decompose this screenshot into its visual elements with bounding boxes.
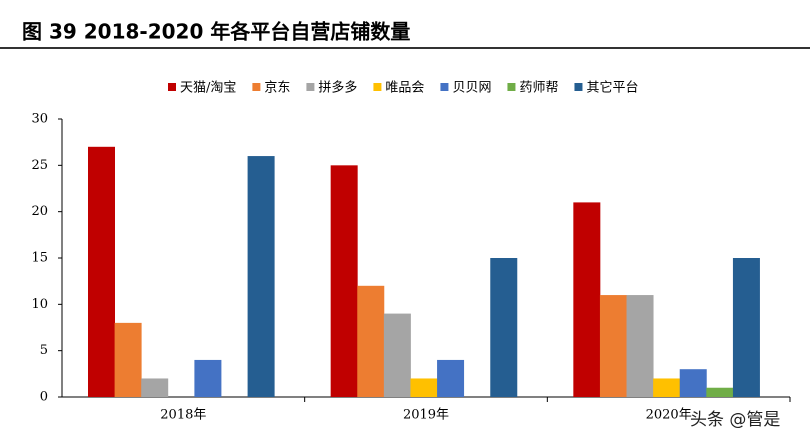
watermark: 头条 @管是 [690,410,780,430]
y-tick-label: 30 [31,112,48,127]
legend-label: 其它平台 [586,80,638,96]
legend-label: 拼多多 [318,80,357,96]
bar [437,359,465,397]
y-tick-label: 20 [31,204,48,219]
y-tick-label: 5 [40,343,48,358]
bar [247,156,275,397]
bar [599,295,627,397]
legend-label: 唯品会 [385,81,424,96]
bar [653,378,681,397]
bar [573,202,601,397]
legend-swatch [507,83,516,91]
chart-title: 图 39 2018-2020 年各平台自营店铺数量 [22,20,410,44]
legend-label: 京东 [264,81,290,96]
legend-swatch [574,83,583,91]
legend-swatch [252,83,261,91]
bar [194,359,222,397]
legend-swatch [440,83,449,91]
y-tick-label: 0 [40,390,48,405]
bar [330,165,358,397]
legend-swatch [168,83,176,91]
bar [679,369,707,397]
bar [357,285,385,397]
y-tick-label: 10 [31,297,48,312]
y-tick-label: 25 [31,158,48,173]
bar [88,146,115,397]
bar [490,258,518,397]
legend-swatch [373,83,382,91]
bar [706,387,734,397]
legend-swatch [306,83,315,91]
legend-label: 贝贝网 [452,81,491,96]
bar [114,322,142,397]
bar [383,313,411,397]
legend-label: 天猫/淘宝 [180,81,236,96]
bar [141,378,169,397]
y-tick-label: 15 [31,251,48,266]
bar [410,378,438,397]
x-tick-label: 2020年 [646,408,692,423]
bar [626,295,654,397]
legend-label: 药师帮 [519,81,558,96]
bar [732,258,760,397]
x-tick-label: 2018年 [160,408,206,423]
x-tick-label: 2019年 [403,408,449,423]
